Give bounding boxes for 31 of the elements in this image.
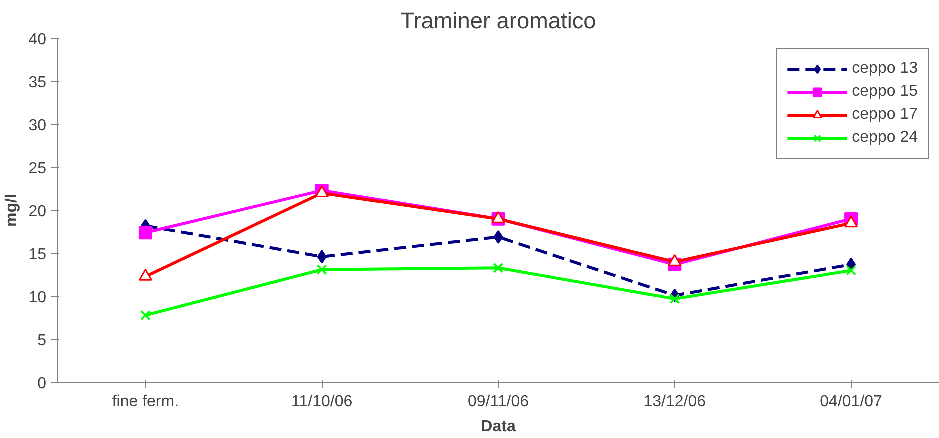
- y-tick-label: 10: [28, 290, 47, 306]
- point: [494, 230, 504, 244]
- y-axis-title: mg/l: [4, 194, 21, 227]
- y-tick-label: 5: [38, 332, 47, 350]
- x-axis-title: Data: [481, 418, 516, 436]
- legend-label: ceppo 13: [852, 60, 918, 78]
- y-tick-label: 40: [28, 32, 47, 48]
- y-tick-label: 30: [28, 118, 47, 134]
- y-tick-label: 20: [28, 204, 47, 220]
- point: [317, 250, 327, 264]
- y-tick-label: 0: [38, 376, 47, 392]
- point: [493, 262, 504, 274]
- point: [670, 294, 680, 304]
- x-tick-label: 13/12/06: [644, 394, 706, 410]
- point: [138, 226, 152, 240]
- point: [846, 265, 857, 276]
- chart-title: Traminer aromatico: [400, 8, 596, 34]
- point: [844, 216, 858, 228]
- x-tick-label: fine ferm.: [112, 394, 180, 410]
- legend-label: ceppo 17: [852, 106, 918, 124]
- x-tick-label: 04/01/07: [820, 394, 883, 410]
- x-tick-label: 11/10/06: [292, 394, 353, 410]
- y-tick-label: 35: [28, 74, 47, 92]
- point: [140, 310, 151, 321]
- point: [492, 211, 506, 224]
- y-tick-label: 25: [28, 160, 47, 178]
- y-tick-label: 15: [28, 246, 47, 264]
- legend-label: ceppo 24: [852, 129, 918, 147]
- legend-label: ceppo 15: [852, 83, 918, 101]
- point: [316, 264, 328, 276]
- x-tick-label: 09/11/06: [468, 394, 530, 410]
